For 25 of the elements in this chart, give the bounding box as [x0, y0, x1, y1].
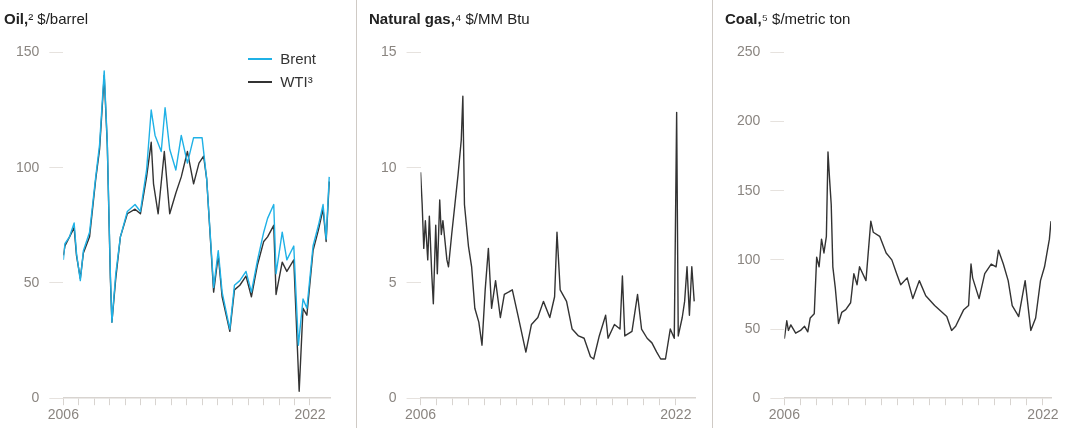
y-tick-label: 0 [388, 389, 397, 406]
chart-title: Natural gas,⁴ $/MM Btu [369, 10, 530, 27]
y-tick-label: 50 [23, 273, 40, 290]
y-tick-label: 15 [380, 43, 397, 60]
x-tick-label: 2022 [1027, 406, 1059, 423]
x-tick-label: 2022 [294, 406, 326, 423]
x-tick-label: 2022 [660, 406, 692, 423]
y-tick-label: 0 [752, 389, 761, 406]
chart-title: Coal,⁵ $/metric ton [725, 10, 851, 27]
y-tick-label: 100 [16, 158, 40, 175]
x-tick-label: 2006 [404, 406, 437, 423]
y-tick-label: 50 [744, 319, 761, 336]
legend-label: WTI³ [280, 73, 313, 90]
y-tick-label: 5 [388, 273, 397, 290]
x-tick-label: 2006 [47, 406, 80, 423]
y-tick-label: 100 [737, 250, 761, 267]
y-tick-label: 10 [380, 158, 397, 175]
y-tick-label: 150 [16, 43, 40, 60]
y-tick-label: 0 [31, 389, 40, 406]
y-tick-label: 250 [737, 43, 761, 60]
x-tick-label: 2006 [768, 406, 801, 423]
y-tick-label: 200 [737, 112, 761, 129]
y-tick-label: 150 [737, 181, 761, 198]
chart-title: Oil,² $/barrel [4, 10, 89, 27]
legend-label: Brent [280, 50, 316, 67]
